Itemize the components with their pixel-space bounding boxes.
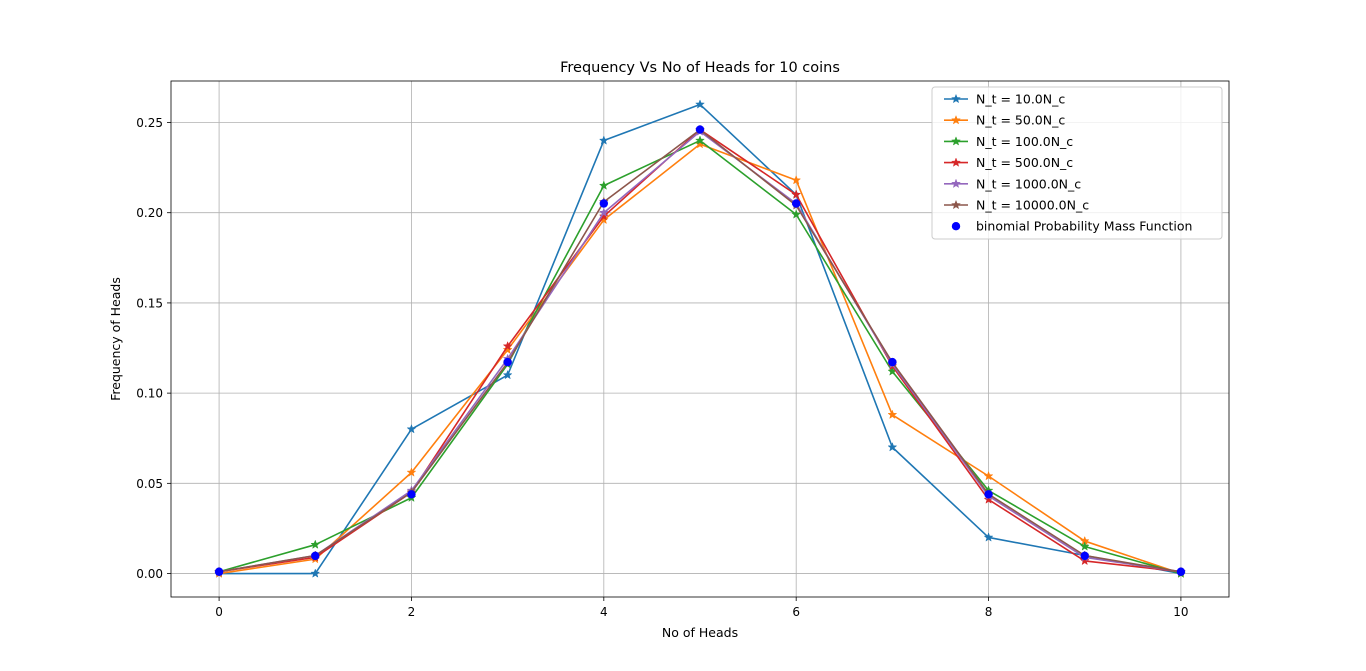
series-point xyxy=(502,369,513,380)
series-point xyxy=(502,341,513,351)
pmf-point xyxy=(1080,551,1089,561)
y-tick-label: 0.10 xyxy=(136,387,163,401)
series-point xyxy=(598,135,609,145)
legend: N_t = 10.0N_c N_t = 50.0N_c N_t = 100.0N_c… xyxy=(931,86,1223,240)
legend-entry: N_t = 10000.0N_c xyxy=(944,198,1089,213)
legend-box xyxy=(931,86,1223,240)
series-point xyxy=(310,539,321,549)
series-point xyxy=(887,409,898,419)
series-point xyxy=(1079,541,1090,551)
series-point xyxy=(791,189,802,199)
legend-label: N_t = 10000.0N_c xyxy=(976,198,1089,213)
series-point xyxy=(1079,555,1090,566)
series-point xyxy=(406,423,417,434)
series-point xyxy=(598,211,609,221)
pmf-point xyxy=(1176,567,1186,576)
legend-swatch-marker xyxy=(951,178,961,189)
y-tick-label: 0.15 xyxy=(136,296,163,310)
pmf-point xyxy=(599,199,609,208)
series-point xyxy=(598,207,609,217)
x-tick-label: 4 xyxy=(600,605,608,619)
legend-label: N_t = 500.0N_c xyxy=(976,155,1073,170)
legend-entry: N_t = 100.0N_c xyxy=(944,134,1073,149)
series-point xyxy=(695,135,705,145)
x-tick-label: 2 xyxy=(408,605,416,619)
series-point xyxy=(502,344,513,355)
legend-label: N_t = 100.0N_c xyxy=(976,134,1073,149)
x-axis-label: No of Heads xyxy=(662,625,738,640)
legend-swatch-marker xyxy=(951,199,961,210)
legend-label: N_t = 1000.0N_c xyxy=(976,176,1081,191)
series-point xyxy=(887,442,898,452)
legend-entry: N_t = 500.0N_c xyxy=(944,155,1073,170)
series-point xyxy=(983,532,994,542)
legend-swatch-marker xyxy=(951,93,961,104)
reference-points xyxy=(214,125,1186,576)
pmf-point xyxy=(984,490,993,499)
pmf-point xyxy=(888,357,897,367)
pmf-point xyxy=(407,490,416,499)
y-axis-label: Frequency of Heads xyxy=(108,277,123,401)
series-point xyxy=(791,175,802,185)
legend-entry: N_t = 1000.0N_c xyxy=(944,176,1081,191)
y-tick-label: 0.05 xyxy=(136,477,163,491)
pmf-point xyxy=(503,357,512,367)
plot-frame xyxy=(170,80,1230,598)
pmf-point xyxy=(311,551,320,561)
legend-swatch-marker xyxy=(951,157,961,167)
legend-entry: binomial Probability Mass Function xyxy=(951,219,1192,234)
series-point xyxy=(791,209,802,219)
legend-label: N_t = 10.0N_c xyxy=(976,92,1065,107)
pmf-point xyxy=(214,567,224,576)
x-tick-label: 8 xyxy=(985,605,993,619)
y-tick-label: 0.00 xyxy=(136,567,163,581)
axis-ticks: 0 2 4 6 8 10 0.00 0.05 0.10 0.15 0.20 0.25 xyxy=(136,116,1188,619)
series-lines xyxy=(214,99,1186,578)
legend-label: binomial Probability Mass Function xyxy=(976,219,1192,234)
series-point xyxy=(695,99,705,109)
x-tick-label: 10 xyxy=(1173,605,1188,619)
series-point xyxy=(406,467,417,477)
legend-swatch-marker xyxy=(951,222,961,231)
legend-swatch-marker xyxy=(951,136,961,146)
x-tick-label: 0 xyxy=(215,605,223,619)
series-point xyxy=(598,180,609,190)
pmf-point xyxy=(695,125,705,134)
legend-swatch-marker xyxy=(951,114,961,125)
x-tick-label: 6 xyxy=(792,605,800,619)
pmf-point xyxy=(791,199,801,208)
chart-title: Frequency Vs No of Heads for 10 coins xyxy=(560,60,840,76)
series-point xyxy=(310,568,321,578)
series-point xyxy=(983,470,994,481)
legend-entry: N_t = 50.0N_c xyxy=(944,113,1065,128)
y-tick-label: 0.25 xyxy=(136,116,163,130)
legend-label: N_t = 50.0N_c xyxy=(976,113,1065,128)
legend-entry: N_t = 10.0N_c xyxy=(944,92,1065,107)
y-tick-label: 0.20 xyxy=(136,206,163,220)
